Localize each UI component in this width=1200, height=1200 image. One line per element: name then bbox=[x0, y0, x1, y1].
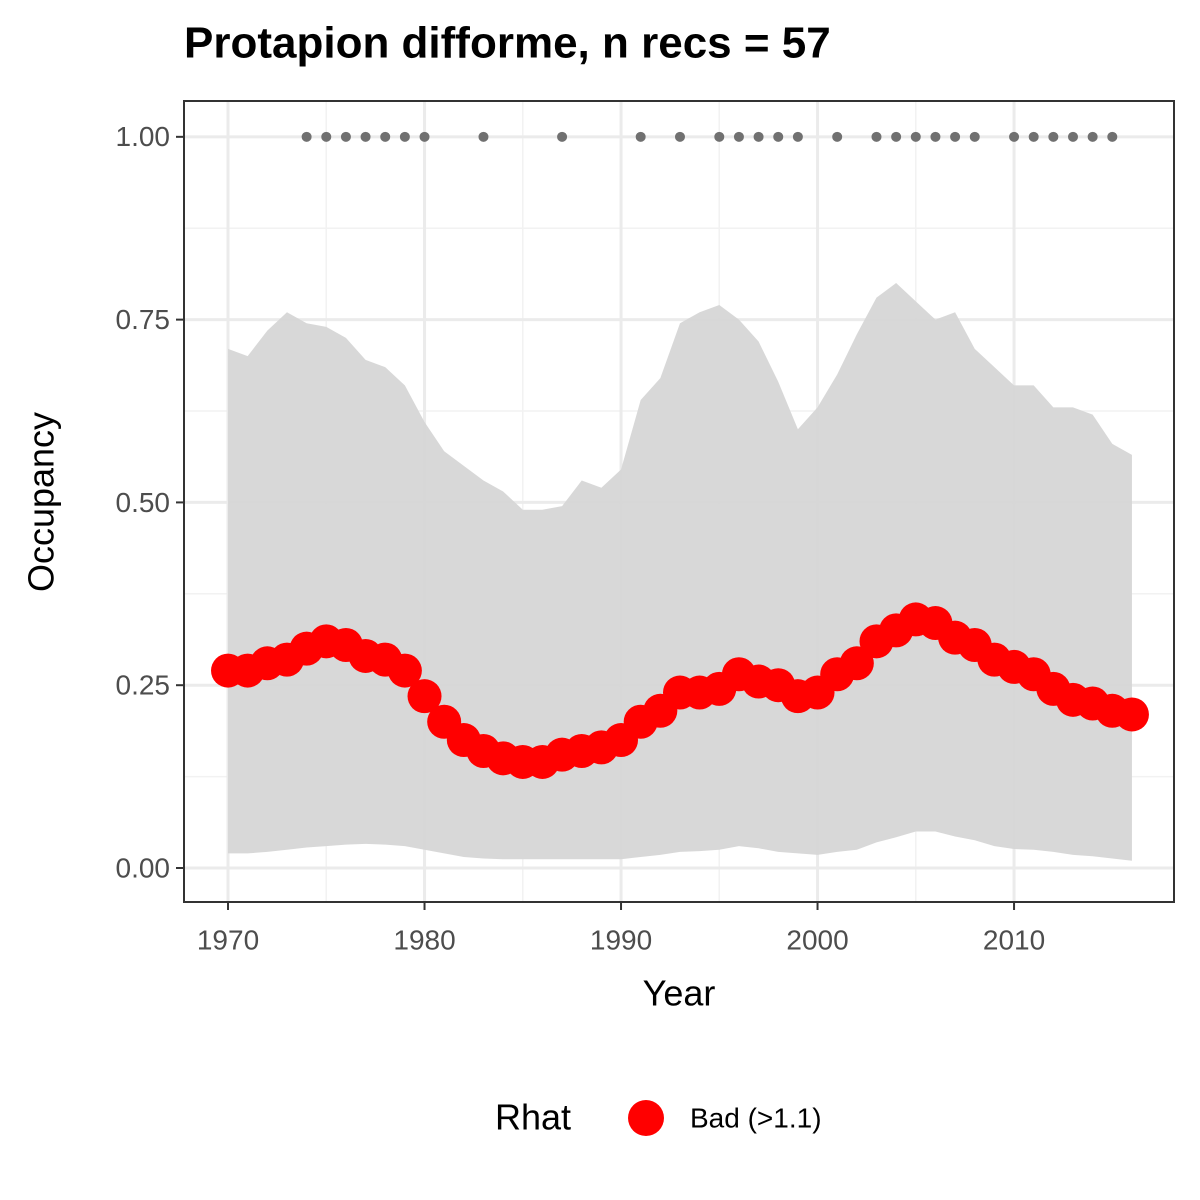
record-point bbox=[321, 131, 332, 142]
record-point bbox=[557, 131, 568, 142]
record-point bbox=[399, 131, 410, 142]
record-point bbox=[910, 131, 921, 142]
record-point bbox=[360, 131, 371, 142]
x-axis-title: Year bbox=[643, 973, 716, 1014]
y-axis-title: Occupancy bbox=[21, 412, 62, 592]
record-point bbox=[674, 131, 685, 142]
record-point bbox=[340, 131, 351, 142]
record-point bbox=[733, 131, 744, 142]
record-point bbox=[380, 131, 391, 142]
record-point bbox=[1067, 131, 1078, 142]
x-tick-label: 1970 bbox=[197, 924, 259, 955]
record-point bbox=[753, 131, 764, 142]
legend-title: Rhat bbox=[495, 1097, 571, 1138]
y-tick-label: 0.00 bbox=[116, 852, 171, 883]
x-tick-label: 1990 bbox=[590, 924, 652, 955]
y-tick-label: 0.25 bbox=[116, 670, 171, 701]
record-point bbox=[714, 131, 725, 142]
y-tick-label: 0.75 bbox=[116, 304, 171, 335]
x-tick-label: 2000 bbox=[786, 924, 848, 955]
record-point bbox=[930, 131, 941, 142]
x-tick-label: 1980 bbox=[393, 924, 455, 955]
series-point bbox=[387, 653, 422, 688]
chart-title: Protapion difforme, n recs = 57 bbox=[184, 19, 831, 68]
confidence-band bbox=[228, 283, 1132, 861]
series-point bbox=[1114, 697, 1149, 732]
record-point bbox=[1107, 131, 1118, 142]
record-point bbox=[832, 131, 843, 142]
y-tick-label: 1.00 bbox=[116, 121, 171, 152]
y-tick-label: 0.50 bbox=[116, 487, 171, 518]
record-point bbox=[871, 131, 882, 142]
record-point bbox=[1087, 131, 1098, 142]
series-point bbox=[407, 679, 442, 714]
record-point bbox=[635, 131, 646, 142]
legend-label: Bad (>1.1) bbox=[690, 1102, 822, 1133]
record-point bbox=[301, 131, 312, 142]
record-point bbox=[1028, 131, 1039, 142]
record-point bbox=[792, 131, 803, 142]
record-point bbox=[1009, 131, 1020, 142]
record-point bbox=[478, 131, 489, 142]
record-point bbox=[419, 131, 430, 142]
legend-swatch bbox=[628, 1100, 664, 1136]
series-point bbox=[839, 646, 874, 681]
x-tick-label: 2010 bbox=[983, 924, 1045, 955]
record-point bbox=[1048, 131, 1059, 142]
record-point bbox=[969, 131, 980, 142]
record-point bbox=[891, 131, 902, 142]
record-point bbox=[773, 131, 784, 142]
record-point bbox=[950, 131, 961, 142]
